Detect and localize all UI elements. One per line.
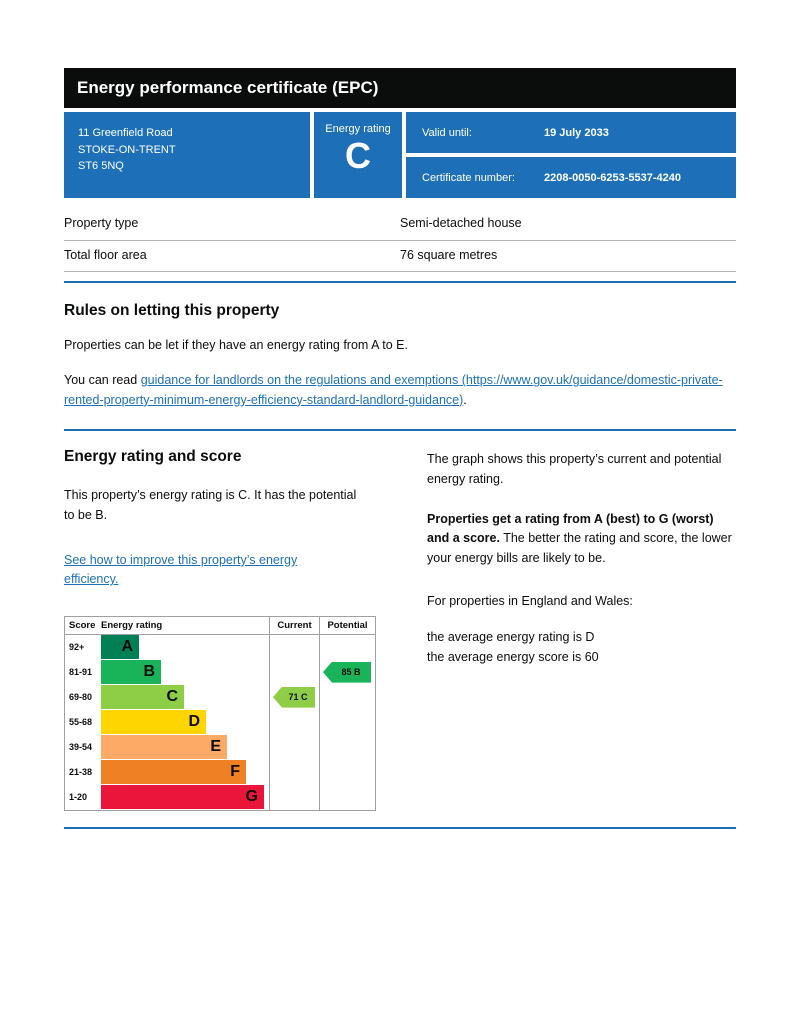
energy-rating-box: Energy rating C	[314, 112, 402, 198]
epc-band-row-c: 69-80 C	[65, 685, 269, 710]
section-divider	[64, 281, 736, 283]
epc-band-bar: C	[101, 685, 184, 710]
epc-chart-current-column: Current 71 C	[269, 616, 319, 810]
potential-rating-arrow: 85 B	[323, 661, 371, 683]
rating-paragraph: This property’s energy rating is C. It h…	[64, 488, 357, 522]
epc-band-row-f: 21-38 F	[65, 760, 269, 785]
epc-band-bar: E	[101, 735, 227, 760]
certificate-number-value: 2208-0050-6253-5537-4240	[544, 171, 682, 184]
potential-column-body: 85 B	[320, 635, 375, 810]
epc-chart-bands-column: Score Energy rating 92+ A 81-91 B 69-80 C 55-6…	[65, 617, 269, 810]
energy-rating-letter: C	[345, 135, 371, 176]
epc-band-score: 39-54	[69, 742, 93, 753]
epc-certificate-page: Energy performance certificate (EPC) 11 …	[64, 68, 736, 829]
graph-description: The graph shows this property’s current …	[427, 452, 722, 486]
property-summary-table: Property type Semi-detached house Total …	[64, 209, 736, 272]
property-type-value: Semi-detached house	[400, 216, 522, 230]
ratings-explanation: Properties get a rating from A (best) to…	[427, 510, 736, 568]
rules-heading: Rules on letting this property	[64, 302, 280, 319]
epc-band-score: 92+	[69, 642, 85, 653]
address-line-3: ST6 5NQ	[78, 160, 124, 172]
epc-chart: Score Energy rating 92+ A 81-91 B 69-80 C 55-6…	[64, 615, 376, 811]
certificate-number-label: Certificate number:	[422, 171, 515, 184]
section-divider	[64, 826, 736, 829]
current-column-header: Current	[270, 617, 319, 635]
epc-band-score: 69-80	[69, 692, 93, 703]
epc-band-row-b: 81-91 B	[65, 660, 269, 685]
ratings-explanation-rest: The better the rating and score, the low…	[427, 531, 732, 565]
address-line-2: STOKE-ON-TRENT	[78, 143, 176, 156]
epc-band-score: 21-38	[69, 767, 93, 778]
epc-band-bar: A	[101, 635, 139, 660]
epc-band-score: 55-68	[69, 717, 93, 728]
certificate-summary: 11 Greenfield Road STOKE-ON-TRENT ST6 5N…	[64, 112, 736, 198]
epc-band-row-d: 55-68 D	[65, 710, 269, 735]
epc-bands: 92+ A 81-91 B 69-80 C 55-68 D 39-54 E 21-38 F 1-20 G	[65, 635, 269, 810]
floor-area-label: Total floor area	[64, 247, 147, 262]
epc-band-row-e: 39-54 E	[65, 735, 269, 760]
rules-paragraph-2-suffix: .	[463, 392, 467, 407]
current-rating-arrow: 71 C	[273, 686, 315, 708]
epc-band-bar: D	[101, 710, 206, 735]
ratings-explanation-bold: Properties get a rating from A (best) to…	[427, 511, 714, 546]
rating-heading: Energy rating and score	[64, 448, 242, 466]
table-row: Total floor area 76 square metres	[64, 241, 736, 272]
certificate-title: Energy performance certificate (EPC)	[64, 68, 736, 108]
rules-paragraph-2-prefix: You can read	[64, 373, 141, 388]
section-divider	[64, 429, 736, 432]
epc-band-score: 1-20	[69, 792, 88, 803]
current-column-body: 71 C	[270, 635, 319, 810]
score-column-header: Score	[69, 619, 96, 631]
rules-paragraph-2: You can read guidance for landlords on t…	[64, 371, 736, 410]
epc-band-row-a: 92+ A	[65, 635, 269, 660]
epc-chart-header: Score Energy rating	[65, 617, 269, 635]
averages-text: the average energy rating is D the avera…	[427, 628, 736, 667]
energy-rating-column-header: Energy rating	[101, 619, 163, 631]
rating-left-column: Energy rating and score This property’s …	[64, 448, 427, 811]
property-address: 11 Greenfield Road STOKE-ON-TRENT ST6 5N…	[64, 112, 310, 198]
average-rating-line: the average energy rating is D	[427, 630, 595, 645]
epc-chart-potential-column: Potential 85 B	[319, 616, 375, 810]
epc-band-bar: G	[101, 785, 264, 810]
rules-paragraph-1: Properties can be let if they have an en…	[64, 338, 408, 352]
rating-right-column: The graph shows this property’s current …	[427, 448, 736, 811]
potential-column-header: Potential	[320, 617, 375, 635]
property-type-label: Property type	[64, 216, 139, 230]
certificate-meta: Valid until: 19 July 2033 Certificate nu…	[406, 112, 736, 198]
improve-efficiency-link[interactable]: See how to improve this property’s energ…	[64, 552, 298, 587]
epc-band-row-g: 1-20 G	[65, 785, 269, 810]
england-wales-intro: For properties in England and Wales:	[427, 594, 633, 608]
epc-band-bar: F	[101, 760, 246, 785]
address-line-1: 11 Greenfield Road	[78, 127, 173, 139]
valid-until-label: Valid until:	[422, 126, 472, 139]
energy-rating-label: Energy rating	[325, 123, 391, 135]
certificate-number-row: Certificate number: 2208-0050-6253-5537-…	[406, 157, 736, 198]
landlord-guidance-link[interactable]: guidance for landlords on the regulation…	[64, 373, 723, 407]
epc-band-bar: B	[101, 660, 161, 685]
valid-until-value: 19 July 2033	[544, 126, 609, 139]
average-score-line: the average energy score is 60	[427, 649, 599, 664]
table-row: Property type Semi-detached house	[64, 209, 736, 241]
epc-band-score: 81-91	[69, 667, 93, 678]
floor-area-value: 76 square metres	[400, 247, 498, 262]
valid-until-row: Valid until: 19 July 2033	[406, 112, 736, 153]
energy-rating-section: Energy rating and score This property’s …	[64, 448, 736, 811]
